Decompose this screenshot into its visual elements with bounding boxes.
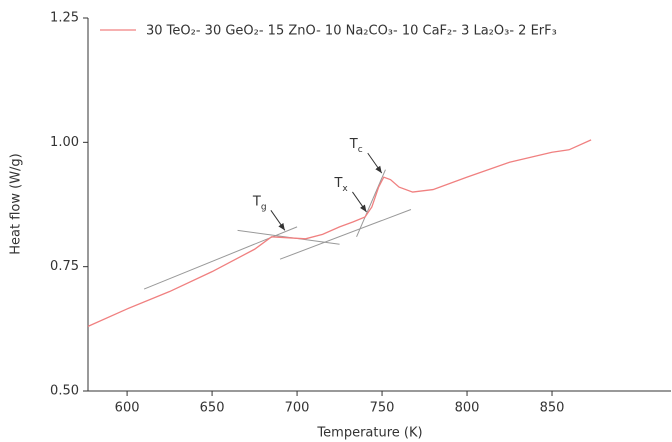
annotation-arrow bbox=[367, 152, 383, 174]
x-axis-label: Temperature (K) bbox=[316, 426, 422, 441]
x-tick-label: 850 bbox=[540, 401, 565, 416]
x-tick-label: 750 bbox=[370, 401, 395, 416]
legend-label: 30 TeO₂- 30 GeO₂- 15 ZnO- 10 Na₂CO₃- 10 … bbox=[146, 24, 557, 39]
annotation: Tx bbox=[333, 175, 348, 193]
y-axis-label: Heat flow (W/g) bbox=[9, 153, 24, 255]
annotation-arrow bbox=[270, 210, 286, 231]
y-tick-label: 1.25 bbox=[50, 11, 79, 26]
annotation-text: T bbox=[349, 137, 358, 152]
tangent-line bbox=[356, 169, 386, 238]
annotation-sub: c bbox=[358, 145, 363, 155]
x-tick-label: 600 bbox=[115, 401, 140, 416]
tangent-line bbox=[279, 209, 412, 260]
annotation-sub: g bbox=[261, 202, 267, 212]
annotation-text: T bbox=[252, 194, 261, 209]
x-tick-label: 800 bbox=[455, 401, 480, 416]
annotation-text: T bbox=[333, 175, 342, 190]
annotation: Tg bbox=[252, 194, 267, 212]
data-line bbox=[87, 139, 592, 327]
y-tick-label: 0.75 bbox=[50, 259, 79, 274]
y-tick-label: 1.00 bbox=[50, 135, 79, 150]
x-tick-label: 650 bbox=[200, 401, 225, 416]
y-tick-label: 0.50 bbox=[50, 384, 79, 399]
annotation-arrow bbox=[352, 191, 367, 213]
tangent-line bbox=[143, 226, 298, 290]
annotation: Tc bbox=[349, 137, 363, 155]
x-tick-label: 700 bbox=[285, 401, 310, 416]
annotation-sub: x bbox=[342, 183, 348, 193]
